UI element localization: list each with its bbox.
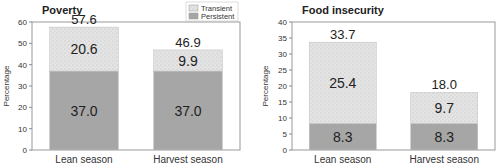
data-label: 9.7 (435, 100, 455, 116)
data-label: 20.6 (70, 41, 97, 57)
y-tick-label: 10 (18, 125, 27, 134)
data-labels: 37.020.657.637.09.946.9 (70, 12, 201, 118)
y-tick-label: 20 (278, 82, 287, 91)
y-tick-label: 50 (18, 39, 27, 48)
legend-box (186, 2, 238, 21)
bar-segment (309, 42, 376, 123)
bars (50, 27, 223, 150)
y-tick-label: 60 (18, 18, 27, 27)
legend-swatch (189, 5, 198, 11)
y-tick-label: 30 (18, 82, 27, 91)
y-tick-label: 10 (278, 114, 287, 123)
legend-swatch (189, 13, 198, 19)
total-label: 18.0 (432, 77, 457, 92)
chart-title: Poverty (42, 4, 83, 16)
y-tick-label: 0 (23, 146, 28, 155)
x-tick-label: Harvest season (410, 154, 479, 165)
chart-panel: 010203040506037.020.657.637.09.946.9Lean… (2, 2, 240, 165)
x-tick-label: Lean season (314, 154, 371, 165)
data-label: 37.0 (174, 103, 201, 119)
bar-segment (411, 92, 478, 123)
y-tick-label: 40 (18, 61, 27, 70)
data-label: 8.3 (435, 129, 455, 145)
y-axis-label: Percentage (2, 65, 11, 106)
y-tick-label: 20 (18, 103, 27, 112)
bar-segment (309, 123, 376, 150)
data-label: 37.0 (70, 103, 97, 119)
chart-panel: 0 5 10 15 20 25 30 35 40 8.3 25.4 33.7 8.3 9.7 18.0 Lea… (261, 4, 495, 165)
plot-frame (292, 22, 495, 150)
y-tick-label: 15 (278, 98, 287, 107)
y-tick-label: 25 (278, 66, 287, 75)
data-label: 8.3 (333, 129, 353, 145)
y-tick-label: 0 (283, 146, 288, 155)
y-tick-label: 30 (278, 50, 287, 59)
y-tick-label: 35 (278, 34, 287, 43)
total-label: 33.7 (330, 27, 355, 42)
chart-title: Food insecurity (302, 4, 385, 16)
x-tick-label: Lean season (55, 154, 112, 165)
legend-label: Persistent (201, 12, 235, 21)
figure: 010203040506037.020.657.637.09.946.9Lean… (0, 0, 500, 168)
data-label: 9.9 (178, 53, 198, 69)
y-axis-label: Percentage (261, 65, 270, 106)
total-label: 46.9 (175, 35, 200, 50)
x-tick-label: Harvest season (153, 154, 222, 165)
bar-segment (50, 71, 119, 150)
bar-segment (154, 71, 223, 150)
data-label: 25.4 (329, 75, 356, 91)
bar-segment (154, 50, 223, 71)
y-tick-label: 5 (283, 130, 288, 139)
bar-segment (411, 123, 478, 150)
plot-frame (32, 22, 240, 150)
y-tick-label: 40 (278, 18, 287, 27)
legend: TransientPersistent (186, 2, 238, 21)
bars (309, 42, 477, 150)
bar-segment (50, 27, 119, 71)
data-labels: 8.3 25.4 33.7 8.3 9.7 18.0 (329, 27, 457, 145)
